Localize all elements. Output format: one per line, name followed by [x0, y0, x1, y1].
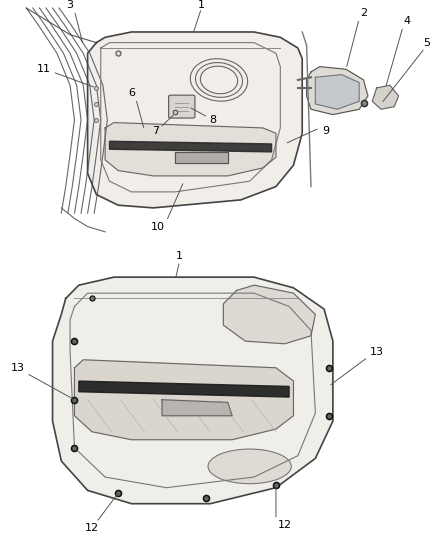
Polygon shape	[223, 285, 315, 344]
Text: 11: 11	[37, 64, 51, 74]
Polygon shape	[53, 277, 333, 504]
Polygon shape	[175, 152, 228, 163]
Polygon shape	[105, 123, 276, 176]
Polygon shape	[79, 381, 289, 397]
Polygon shape	[372, 85, 399, 109]
Polygon shape	[307, 67, 368, 115]
Polygon shape	[110, 141, 272, 152]
Text: 9: 9	[323, 126, 330, 135]
Text: 10: 10	[151, 222, 165, 231]
Text: 3: 3	[67, 1, 74, 10]
Polygon shape	[74, 360, 293, 440]
Polygon shape	[162, 400, 232, 416]
Text: 13: 13	[370, 347, 384, 357]
Text: 12: 12	[85, 523, 99, 532]
Text: 1: 1	[198, 1, 205, 10]
Text: 8: 8	[209, 115, 216, 125]
Text: 6: 6	[128, 88, 135, 98]
Ellipse shape	[208, 449, 291, 484]
Text: 5: 5	[424, 38, 431, 47]
Text: 12: 12	[278, 520, 292, 530]
Text: 2: 2	[360, 9, 367, 18]
Text: 13: 13	[11, 363, 25, 373]
FancyBboxPatch shape	[169, 95, 195, 118]
Text: 4: 4	[404, 17, 411, 26]
Text: 1: 1	[176, 251, 183, 261]
Text: 7: 7	[152, 126, 159, 135]
Polygon shape	[88, 32, 302, 208]
Polygon shape	[315, 75, 359, 109]
